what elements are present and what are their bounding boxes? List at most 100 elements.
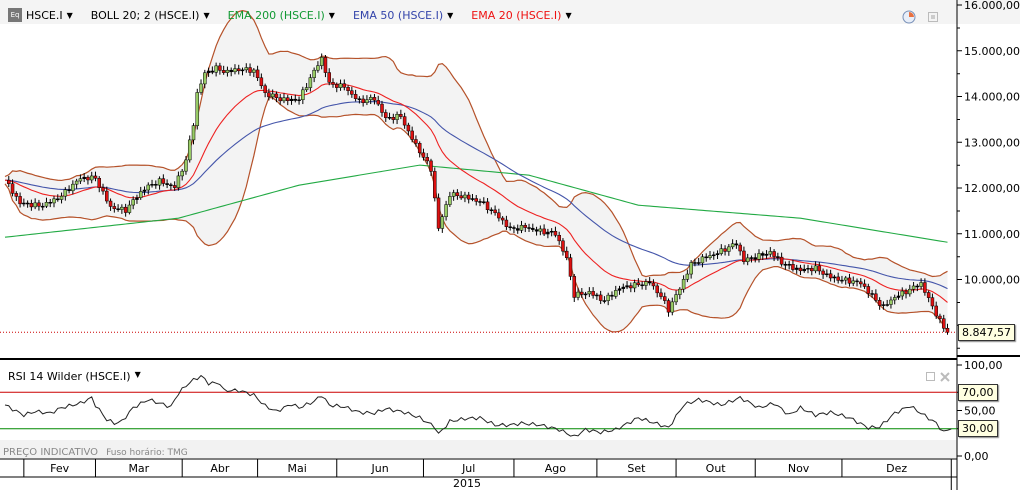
candle: [312, 69, 316, 78]
ema20-line: [4, 83, 948, 303]
candle: [440, 216, 445, 229]
maximize-icon[interactable]: [926, 372, 935, 381]
symbol-selector[interactable]: Eq HSCE.I ▼: [8, 8, 73, 22]
candle: [154, 184, 158, 186]
candle: [561, 240, 565, 252]
candle: [380, 103, 384, 113]
candle: [274, 93, 279, 98]
close-icon[interactable]: [940, 372, 950, 382]
candle: [606, 294, 610, 301]
candle: [206, 70, 211, 74]
candle: [821, 270, 825, 275]
candle: [602, 300, 607, 302]
candle: [787, 264, 791, 266]
candle: [919, 282, 923, 287]
candle: [365, 99, 369, 103]
candle: [52, 198, 56, 204]
candle: [730, 243, 735, 248]
candle: [414, 139, 418, 144]
candle: [500, 217, 505, 221]
candle: [327, 72, 331, 83]
candle: [176, 175, 181, 188]
candle: [25, 202, 30, 205]
candle: [613, 290, 618, 297]
candle: [485, 201, 490, 210]
indicator-ema20[interactable]: EMA 20 (HSCE.I) ▼: [471, 9, 571, 22]
y-tick-label: 16.000,00: [964, 0, 1020, 12]
candle: [727, 246, 731, 252]
candle: [681, 279, 686, 290]
candle: [745, 257, 750, 262]
rsi-legend[interactable]: RSI 14 Wilder (HSCE.I) ▼: [8, 370, 141, 383]
candle: [564, 250, 569, 258]
candle: [945, 328, 950, 333]
candle: [282, 97, 286, 102]
indicator-label: EMA 20 (HSCE.I): [471, 8, 562, 22]
candle: [74, 180, 79, 185]
indicator-boll[interactable]: BOLL 20; 2 (HSCE.I) ▼: [91, 9, 210, 22]
candle: [810, 268, 814, 272]
candle: [316, 65, 320, 71]
candle: [636, 282, 641, 286]
candle: [233, 68, 237, 73]
maximize-icon[interactable]: [928, 12, 938, 22]
candle: [63, 189, 68, 197]
month-label: Out: [706, 462, 727, 475]
candle: [22, 202, 26, 205]
candle: [470, 198, 475, 200]
candle: [625, 285, 629, 288]
dropdown-arrow-icon: ▼: [134, 370, 141, 379]
indicator-ema200[interactable]: EMA 200 (HSCE.I) ▼: [228, 9, 335, 22]
symbol-label: HSCE.I: [26, 8, 63, 22]
month-label: Mai: [288, 462, 307, 475]
candle: [82, 176, 86, 179]
rsi-panel-controls: [926, 372, 950, 382]
candle: [221, 70, 226, 73]
candle: [689, 262, 693, 275]
candle: [210, 70, 215, 73]
dropdown-arrow-icon: ▼: [66, 10, 73, 20]
candle: [448, 196, 452, 205]
candle: [497, 212, 501, 219]
candle: [591, 291, 595, 296]
candle: [105, 190, 109, 202]
candle: [297, 99, 301, 102]
candle: [843, 277, 848, 281]
clock-icon[interactable]: [902, 10, 916, 24]
candle: [512, 227, 516, 229]
rsi-line: [4, 374, 952, 437]
month-label: Jun: [371, 462, 389, 475]
indicator-ema50[interactable]: EMA 50 (HSCE.I) ▼: [353, 9, 453, 22]
candle: [655, 285, 659, 294]
dropdown-arrow-icon: ▼: [565, 10, 572, 20]
y-tick-label: 10.000,00: [964, 274, 1020, 287]
candle: [938, 315, 942, 319]
candle: [384, 112, 388, 118]
candle: [29, 203, 34, 208]
candle: [97, 178, 101, 188]
candle: [399, 114, 403, 117]
candle: [847, 277, 852, 284]
candle: [187, 139, 192, 161]
candle: [169, 184, 173, 186]
candle: [712, 254, 716, 257]
candle: [433, 171, 437, 199]
candle: [406, 124, 411, 132]
candle: [772, 251, 776, 257]
candle: [832, 276, 837, 279]
candle: [323, 57, 328, 73]
candle: [203, 72, 207, 85]
candle: [870, 293, 874, 295]
candle: [346, 87, 350, 91]
candle: [335, 84, 339, 88]
candle: [417, 143, 422, 154]
candle: [598, 294, 603, 301]
candle: [877, 300, 882, 306]
candle: [37, 202, 41, 207]
candle: [157, 178, 162, 186]
candle: [855, 280, 859, 283]
month-label: Fev: [50, 462, 69, 475]
month-label: Ago: [545, 462, 567, 475]
candle: [629, 285, 633, 289]
